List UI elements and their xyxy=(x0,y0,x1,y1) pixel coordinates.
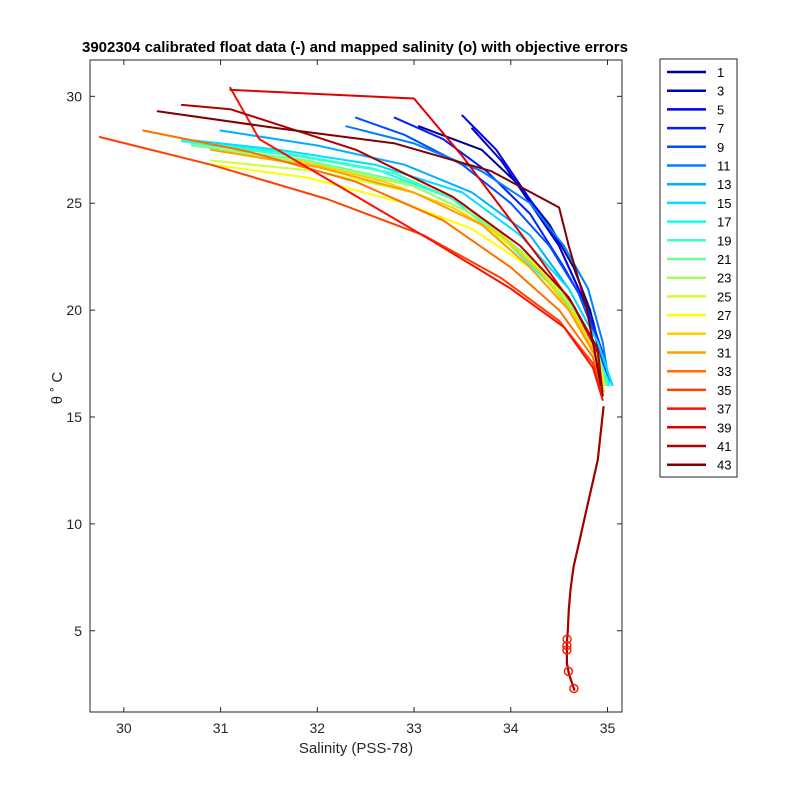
y-tick-label: 10 xyxy=(66,516,82,532)
y-axis-label: θ ˚ C xyxy=(49,372,66,405)
series-line-9 xyxy=(355,116,609,386)
x-tick-label: 32 xyxy=(310,720,326,736)
legend-label-19: 19 xyxy=(717,233,731,248)
legend-label-43: 43 xyxy=(717,458,731,473)
mapped-salinity-marker xyxy=(562,634,572,645)
x-tick-label: 34 xyxy=(503,720,519,736)
legend-label-11: 11 xyxy=(717,159,731,174)
plot-area xyxy=(89,59,623,713)
series-line-33 xyxy=(142,129,604,397)
legend-label-33: 33 xyxy=(717,364,731,379)
series-line-43 xyxy=(156,110,602,386)
legend-label-29: 29 xyxy=(717,327,731,342)
legend-label-37: 37 xyxy=(717,402,731,417)
legend-label-17: 17 xyxy=(717,215,731,230)
legend-label-1: 1 xyxy=(717,65,724,80)
y-tick-label: 30 xyxy=(66,88,82,104)
legend-label-7: 7 xyxy=(717,121,724,136)
x-tick-label: 35 xyxy=(600,720,616,736)
legend-label-31: 31 xyxy=(717,346,731,361)
mapped-salinity-marker xyxy=(569,683,579,694)
axis-layer: 30 31 32 33 34 35 5 10 15 20 25 30 xyxy=(66,60,622,736)
x-axis-label: Salinity (PSS-78) xyxy=(299,740,413,757)
series-layer xyxy=(98,86,614,401)
y-tick-label: 15 xyxy=(66,409,82,425)
series-line-37 xyxy=(229,86,604,401)
x-tick-label: 30 xyxy=(116,720,132,736)
y-tick-label: 5 xyxy=(74,623,82,639)
legend-label-27: 27 xyxy=(717,308,731,323)
legend-label-25: 25 xyxy=(717,289,731,304)
y-tick-label: 25 xyxy=(66,195,82,211)
legend-label-41: 41 xyxy=(717,439,731,454)
series-line-11 xyxy=(345,125,611,386)
chart-title: 3902304 calibrated float data (-) and ma… xyxy=(82,39,628,56)
legend-label-13: 13 xyxy=(717,177,731,192)
legend-label-23: 23 xyxy=(717,271,731,286)
series-line-7 xyxy=(393,116,609,386)
mapped-salinity-layer xyxy=(562,406,605,694)
legend-label-21: 21 xyxy=(717,252,731,267)
y-tick-label: 20 xyxy=(66,302,82,318)
series-line-35 xyxy=(98,136,604,397)
series-line-15 xyxy=(180,138,614,386)
legend-label-3: 3 xyxy=(717,84,724,99)
legend-label-15: 15 xyxy=(717,196,731,211)
mapped-salinity-marker xyxy=(562,645,572,655)
x-tick-label: 31 xyxy=(213,720,229,736)
mapped-salinity-marker xyxy=(562,640,572,651)
legend-label-35: 35 xyxy=(717,383,731,398)
legend-label-5: 5 xyxy=(717,102,724,117)
legend-label-39: 39 xyxy=(717,420,731,435)
x-tick-label: 33 xyxy=(406,720,422,736)
series-line-31 xyxy=(209,148,604,397)
legend-label-9: 9 xyxy=(717,140,724,155)
mapped-salinity-marker xyxy=(563,666,574,677)
